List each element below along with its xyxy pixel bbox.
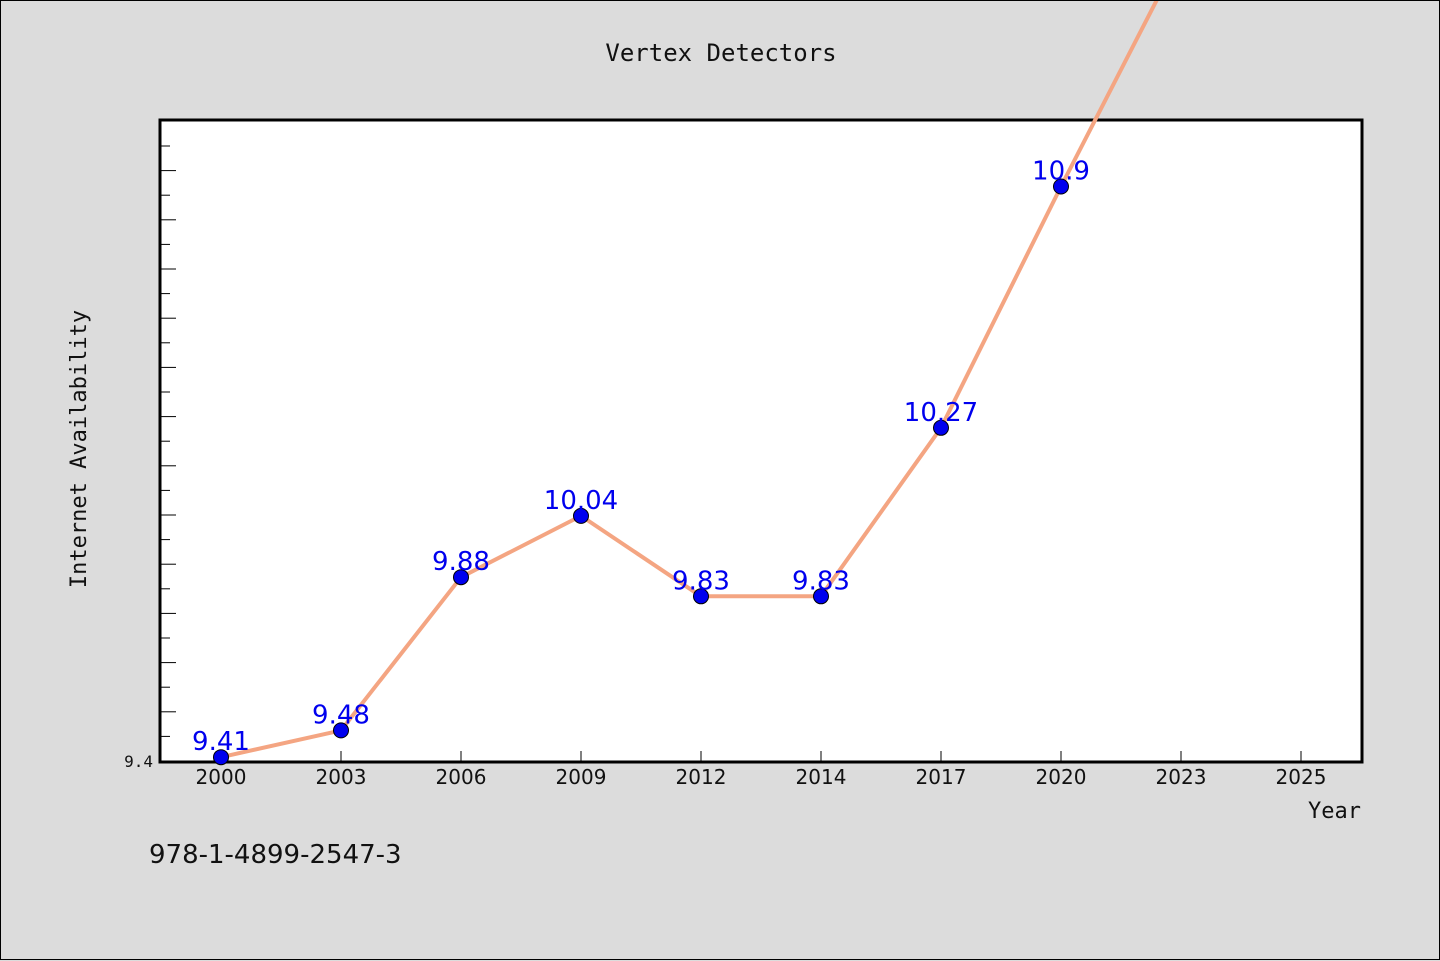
data-point <box>213 749 229 766</box>
x-tick-label: 2020 <box>1036 765 1087 789</box>
x-tick-label: 2000 <box>196 765 247 789</box>
x-axis-label: Year <box>1308 799 1361 824</box>
data-point <box>333 722 349 739</box>
data-point <box>933 419 949 436</box>
x-tick-label: 2025 <box>1276 765 1327 789</box>
data-point <box>453 569 469 586</box>
y-axis-label: Internet Availability <box>67 310 92 588</box>
series-group: 9.419.489.8810.049.839.8310.2710.911.511… <box>192 1 1159 766</box>
data-label: 9.88 <box>432 547 490 577</box>
y-tick-label: 9.4 <box>124 752 153 771</box>
data-label: 10.04 <box>544 486 618 516</box>
plot-area <box>158 118 1364 764</box>
data-label: 10.27 <box>904 398 978 428</box>
data-point <box>693 588 709 605</box>
x-tick-label: 2023 <box>1156 765 1207 789</box>
isbn-text: 978-1-4899-2547-3 <box>149 840 402 870</box>
x-axis-ticks: 2000 2003 2006 2009 2012 2014 2017 2020 2023 2025 <box>196 751 1327 789</box>
series-line <box>219 1 1159 760</box>
x-tick-label: 2006 <box>436 765 487 789</box>
x-tick-label: 2012 <box>676 765 727 789</box>
data-point <box>573 507 589 524</box>
data-point <box>1053 178 1069 195</box>
chart-title: Vertex Detectors <box>605 39 836 67</box>
data-label: 9.83 <box>792 566 850 596</box>
x-tick-label: 2017 <box>916 765 967 789</box>
data-label: 9.48 <box>312 700 370 730</box>
x-tick-label: 2014 <box>796 765 847 789</box>
data-label: 10.9 <box>1032 157 1090 187</box>
data-point <box>813 588 829 605</box>
x-tick-label: 2009 <box>556 765 607 789</box>
data-label: 9.83 <box>672 566 730 596</box>
y-axis-ticks <box>160 145 176 762</box>
data-label: 9.41 <box>192 727 250 757</box>
x-tick-label: 2003 <box>316 765 367 789</box>
